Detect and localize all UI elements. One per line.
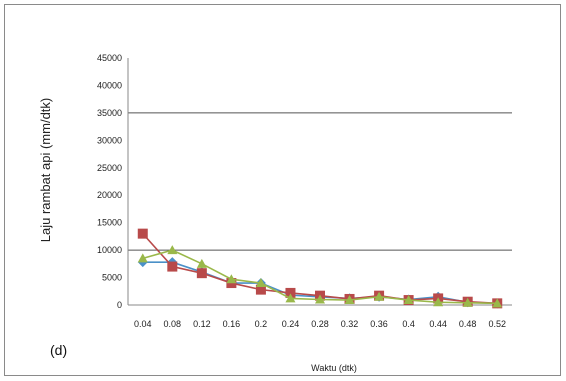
data-point (255, 278, 266, 288)
data-point (137, 253, 148, 263)
x-tick-label: 0.24 (282, 319, 300, 329)
y-tick-label: 40000 (97, 80, 122, 90)
x-tick-label: 0.16 (223, 319, 241, 329)
data-point (315, 294, 325, 304)
data-point (433, 297, 444, 307)
data-point (196, 268, 207, 279)
y-tick-label: 10000 (97, 245, 122, 255)
series-3 (137, 245, 503, 308)
y-tick-label: 20000 (97, 190, 122, 200)
data-point (374, 291, 385, 301)
y-tick-label: 35000 (97, 108, 122, 118)
data-point (344, 295, 355, 305)
x-tick-labels: 0.04 0.08 0.12 0.16 0.2 0.24 0.28 0.32 0.36 0.4 0.… (134, 319, 506, 329)
x-axis-label: Waktu (dtk) (311, 363, 357, 373)
y-tick-label: 25000 (97, 163, 122, 173)
data-point (196, 258, 207, 268)
y-tick-label: 0 (117, 300, 122, 310)
data-point (285, 293, 296, 303)
y-tick-label: 15000 (97, 218, 122, 228)
y-tick-label: 45000 (97, 53, 122, 63)
x-tick-label: 0.12 (193, 319, 211, 329)
x-tick-label: 0.4 (402, 319, 415, 329)
data-point (167, 261, 178, 272)
x-tick-label: 0.44 (429, 319, 447, 329)
x-tick-label: 0.36 (370, 319, 388, 329)
x-tick-label: 0.04 (134, 319, 152, 329)
y-tick-label: 30000 (97, 135, 122, 145)
data-point (462, 297, 473, 307)
chart-frame (4, 4, 561, 376)
data-point (403, 295, 414, 305)
data-point (167, 245, 178, 255)
data-point (137, 228, 148, 239)
y-axis-label: Laju rambat api (mm/dtk) (38, 98, 53, 243)
x-tick-label: 0.32 (341, 319, 359, 329)
x-tick-label: 0.08 (164, 319, 182, 329)
data-point (226, 274, 237, 284)
data-point (285, 287, 296, 298)
panel-label: (d) (50, 342, 67, 358)
x-tick-label: 0.28 (311, 319, 329, 329)
x-tick-label: 0.52 (488, 319, 506, 329)
x-tick-label: 0.2 (255, 319, 268, 329)
series-group (137, 228, 503, 309)
data-point (255, 284, 266, 295)
y-tick-labels: 0 5000 10000 15000 20000 25000 30000 35000 40000… (97, 53, 122, 310)
data-point (492, 298, 503, 308)
gridlines (128, 112, 512, 251)
x-tick-label: 0.48 (459, 319, 477, 329)
y-tick-label: 5000 (102, 273, 122, 283)
